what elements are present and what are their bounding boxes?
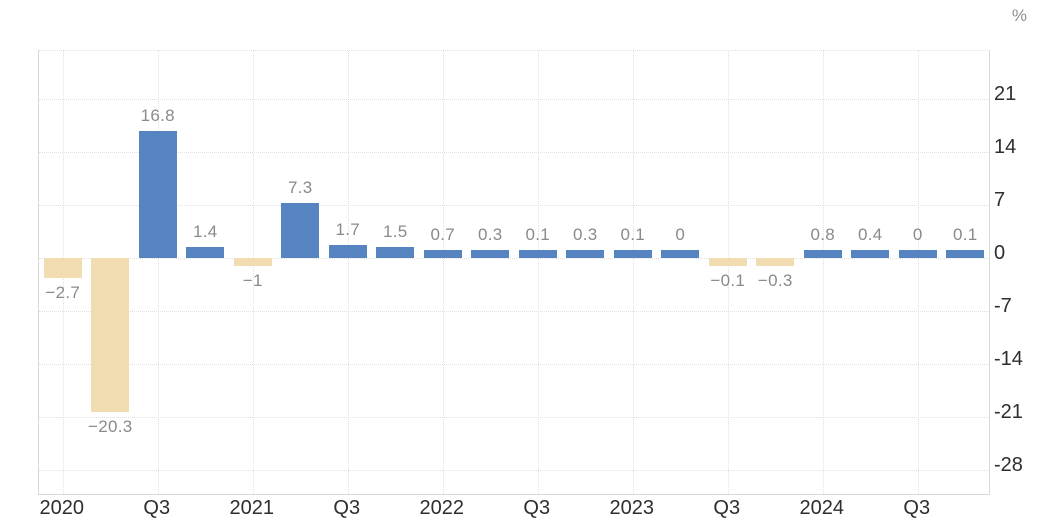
bar-value-label: 7.3 (287, 177, 313, 197)
bar-value-label: −20.3 (87, 416, 133, 436)
x-axis-tick-label: Q3 (903, 497, 931, 519)
bar-value-label: 0.4 (857, 225, 883, 244)
gridline-horizontal (39, 417, 989, 418)
y-axis-tick-label: 21 (994, 83, 1017, 105)
gridline-vertical (917, 51, 919, 494)
bar[interactable] (423, 250, 462, 258)
bar-value-label: 1.5 (382, 221, 408, 241)
bar-value-label: −2.7 (45, 283, 81, 303)
bar[interactable] (613, 250, 652, 258)
bar[interactable] (91, 258, 130, 412)
bar-value-label: −0.3 (757, 271, 793, 290)
x-axis-tick-label: Q3 (143, 497, 171, 519)
bar[interactable] (138, 130, 177, 258)
y-axis-tick-label: -7 (994, 295, 1012, 317)
gridline-horizontal (39, 99, 989, 100)
bar[interactable] (471, 250, 510, 258)
bar-value-label: 0 (675, 225, 686, 244)
bar-value-label: 0.7 (430, 225, 456, 244)
x-axis-tick-label: 2021 (229, 497, 275, 519)
bar-value-label: 0.3 (572, 225, 598, 244)
bar-value-label: 0.3 (477, 225, 503, 244)
x-axis-tick-label: Q3 (713, 497, 741, 519)
gridline-horizontal (39, 470, 989, 471)
y-axis-tick-label: -21 (994, 401, 1023, 423)
gridline-vertical (157, 51, 159, 494)
bar-value-label: 0.1 (525, 225, 551, 244)
x-axis-tick-label: Q3 (333, 497, 361, 519)
gridline-horizontal (39, 152, 989, 153)
bar-value-label: 0.1 (952, 225, 978, 244)
bar-value-label: 1.4 (192, 222, 218, 242)
bar[interactable] (566, 250, 605, 258)
bar[interactable] (43, 258, 82, 279)
x-axis-tick-label: Q3 (523, 497, 551, 519)
bar[interactable] (186, 247, 225, 258)
bar[interactable] (851, 250, 890, 258)
gridline-horizontal (39, 364, 989, 365)
bar-value-label: −1 (242, 271, 263, 290)
gridline-vertical (537, 51, 539, 494)
gridline-vertical (632, 51, 634, 494)
gridline-horizontal (39, 205, 989, 206)
bar[interactable] (898, 250, 937, 258)
gridline-vertical (822, 51, 824, 494)
x-axis-tick-label: 2020 (39, 497, 85, 519)
x-axis-tick-label: 2024 (799, 497, 845, 519)
bar[interactable] (376, 246, 415, 258)
bar[interactable] (233, 258, 272, 266)
gridline-horizontal (39, 311, 989, 312)
bar-value-label: 0.1 (620, 225, 646, 244)
gridline-vertical (347, 51, 349, 494)
y-axis-tick-label: 14 (994, 136, 1017, 158)
bar-value-label: 1.7 (335, 220, 361, 240)
bar[interactable] (708, 258, 747, 266)
y-axis-unit-label: % (1011, 6, 1027, 25)
y-axis-tick-label: 7 (994, 189, 1006, 211)
bar[interactable] (661, 250, 700, 258)
bar[interactable] (518, 250, 557, 258)
bar[interactable] (328, 245, 367, 258)
y-axis-tick-label: -14 (994, 348, 1023, 370)
gridline-vertical (252, 51, 254, 494)
plot-area: −2.7 −20.3 16.8 1.4 −1 7.3 1.7 1.5 0.7 0.3 0.1 0.3 0… (38, 50, 990, 495)
gridline-horizontal (39, 258, 989, 259)
x-axis-tick-label: 2023 (609, 497, 655, 519)
y-axis-tick-label: 0 (994, 242, 1006, 264)
bar[interactable] (946, 250, 985, 258)
y-axis-tick-label: -28 (994, 454, 1023, 476)
bar[interactable] (756, 258, 795, 266)
bar[interactable] (803, 250, 842, 258)
bar[interactable] (281, 202, 320, 258)
bar-value-label: −0.1 (710, 271, 746, 290)
gridline-vertical (727, 51, 729, 494)
bar-value-label: 0 (912, 225, 923, 244)
bar-value-label: 16.8 (140, 105, 175, 125)
x-axis-tick-label: 2022 (419, 497, 465, 519)
gridline-vertical (442, 51, 444, 494)
bar-value-label: 0.8 (810, 225, 836, 244)
